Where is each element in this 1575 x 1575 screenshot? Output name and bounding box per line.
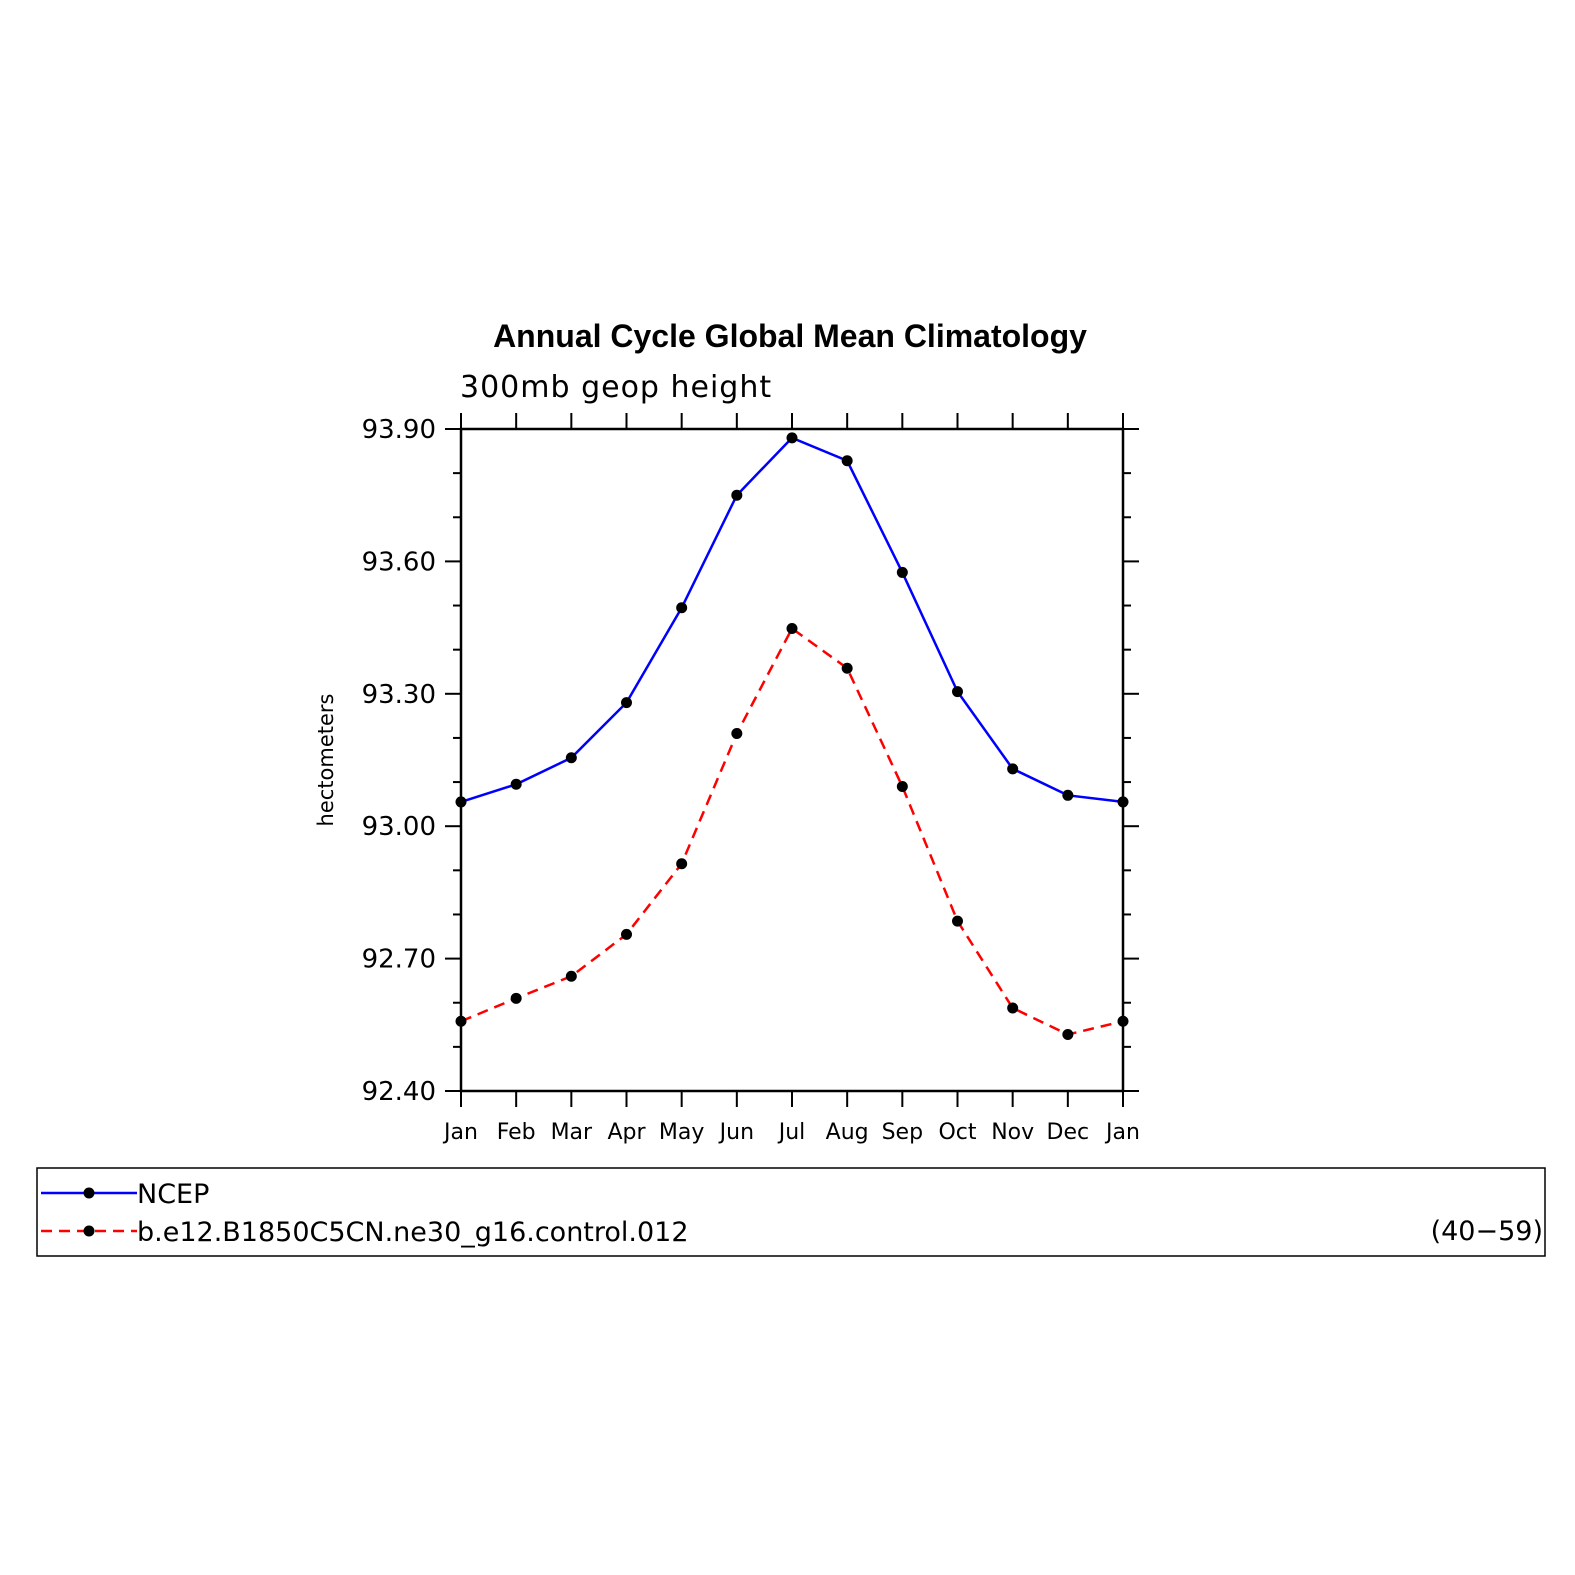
x-tick-label: Dec <box>1047 1120 1090 1145</box>
series-1-point <box>731 489 743 501</box>
series-1-point <box>952 686 963 698</box>
legend-years: (40−59) <box>1431 1216 1543 1247</box>
series-2-point <box>1007 1002 1019 1014</box>
legend-box <box>36 1167 1546 1257</box>
chart-title: Annual Cycle Global Mean Climatology <box>493 318 1087 354</box>
series-1-point <box>621 697 632 709</box>
series-1-point <box>1007 763 1019 775</box>
x-tick-label: Nov <box>991 1120 1034 1145</box>
x-tick-label: Sep <box>882 1120 923 1145</box>
axis-ticks <box>445 413 1139 1107</box>
y-tick-label: 93.90 <box>362 415 436 445</box>
y-tick-label: 92.40 <box>362 1077 436 1107</box>
series-1-point <box>841 455 853 467</box>
series-2-point <box>1062 1029 1074 1041</box>
series-line-2 <box>460 626 1124 1036</box>
series-2-point <box>731 728 743 740</box>
series-2-point <box>565 970 577 982</box>
series-1-point <box>786 432 798 444</box>
x-tick-label: Oct <box>938 1120 976 1145</box>
series-line-1 <box>460 436 1124 804</box>
series-2-point <box>896 780 908 792</box>
legend-label-2: b.e12.B1850C5CN.ne30_g16.control.012 <box>137 1217 689 1248</box>
x-tick-label: Jul <box>777 1120 806 1145</box>
x-tick-label: Jan <box>1104 1120 1140 1145</box>
series-2-point <box>841 662 853 674</box>
x-tick-label: May <box>659 1120 704 1145</box>
series-1-point <box>510 778 522 790</box>
y-tick-label: 93.00 <box>362 812 436 842</box>
legend-items: NCEP b.e12.B1850C5CN.ne30_g16.control.012 <box>41 1179 689 1248</box>
series-layer <box>455 432 1129 1041</box>
x-tick-label: Apr <box>607 1120 646 1145</box>
series-2-point <box>786 622 798 634</box>
x-tick-labels: Jan Feb Mar Apr May Jun Jul Aug Sep Oct Nov Dec Jan <box>442 1120 1140 1145</box>
x-tick-label: Mar <box>551 1120 593 1145</box>
series-1-point <box>565 752 577 764</box>
plot-frame <box>459 427 1125 1093</box>
legend-marker-2 <box>83 1225 95 1237</box>
series-1-point <box>676 602 688 614</box>
series-2-point <box>510 992 522 1004</box>
series-1-point <box>896 566 908 578</box>
y-tick-label: 93.60 <box>362 547 436 577</box>
y-tick-label: 92.70 <box>362 945 436 975</box>
series-1-point <box>1062 789 1074 801</box>
series-2-point <box>621 928 632 940</box>
x-tick-label: Feb <box>497 1120 536 1145</box>
series-2-point <box>952 915 963 927</box>
x-tick-label: Jun <box>718 1120 754 1145</box>
x-tick-label: Aug <box>826 1120 869 1145</box>
y-axis-label: hectometers <box>314 694 338 827</box>
series-2-point <box>676 858 688 870</box>
y-tick-label: 93.30 <box>362 680 436 710</box>
legend: NCEP b.e12.B1850C5CN.ne30_g16.control.012… <box>36 1167 1546 1257</box>
legend-marker-1 <box>83 1187 95 1199</box>
chart-subtitle: 300mb geop height <box>460 370 772 405</box>
y-tick-labels: 93.90 93.60 93.30 93.00 92.70 92.40 <box>362 415 436 1107</box>
legend-label-1: NCEP <box>137 1179 209 1210</box>
x-tick-label: Jan <box>442 1120 478 1145</box>
